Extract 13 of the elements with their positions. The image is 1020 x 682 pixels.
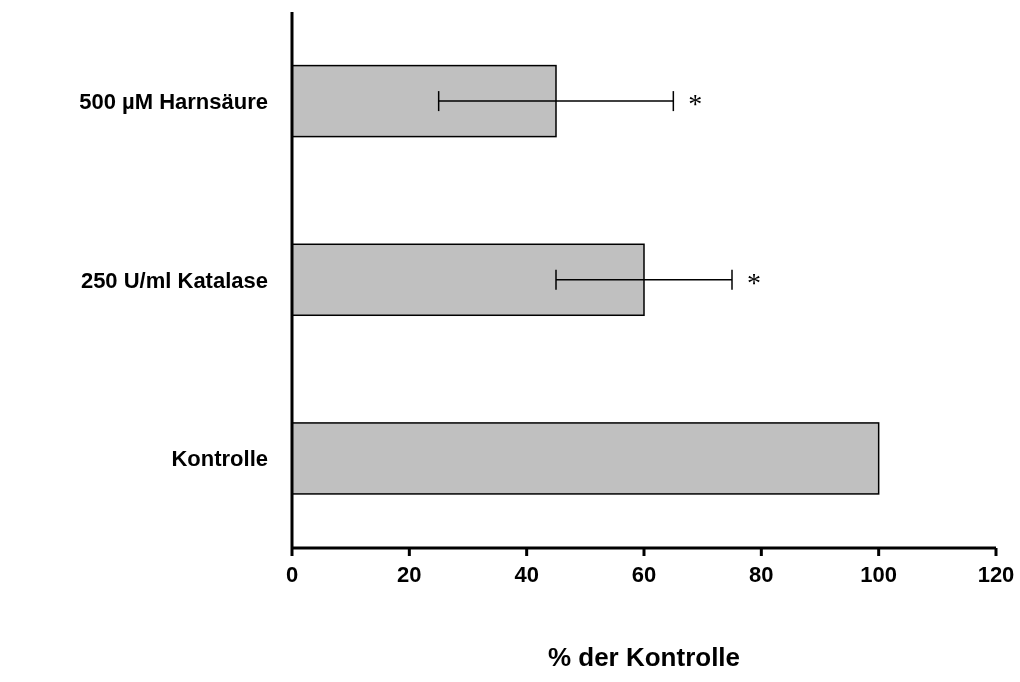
y-tick-label: 500 µM Harnsäure	[79, 89, 268, 115]
x-tick-label: 100	[860, 561, 898, 587]
annotation: *	[747, 267, 761, 298]
x-tick-label: 120	[977, 561, 1015, 587]
y-tick-label: Kontrolle	[171, 446, 268, 472]
x-tick-label: 20	[397, 561, 422, 587]
x-tick-label: 0	[285, 561, 299, 587]
x-tick-label: 40	[514, 561, 539, 587]
annotation: *	[688, 88, 703, 120]
x-tick-label: 80	[749, 561, 774, 587]
x-tick-label: 60	[631, 561, 657, 587]
y-tick-label: 250 U/ml Katalase	[80, 267, 268, 293]
x-axis-title: % der Kontrolle	[547, 642, 741, 672]
